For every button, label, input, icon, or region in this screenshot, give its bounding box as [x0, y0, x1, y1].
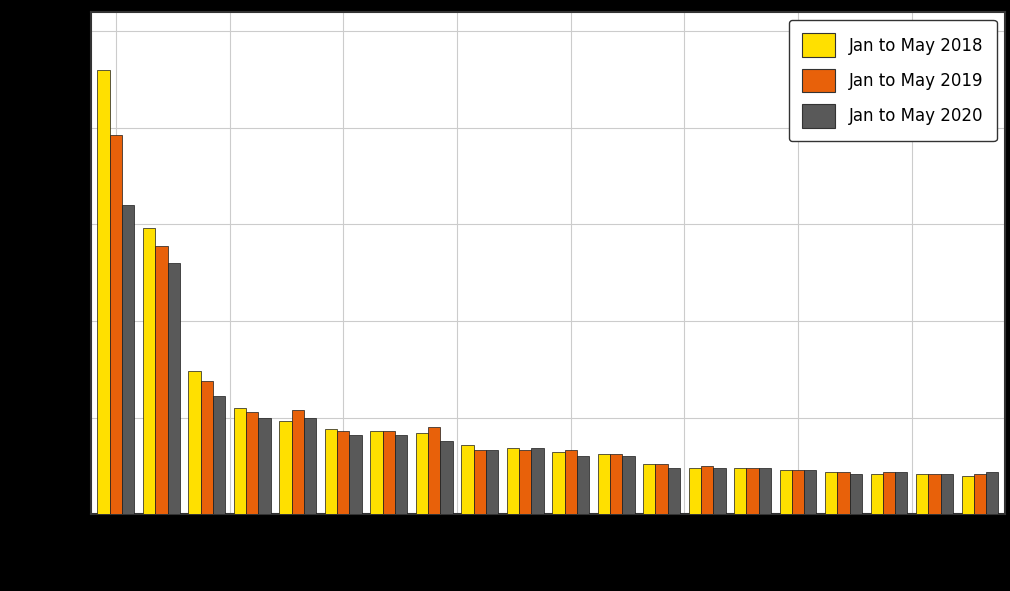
Bar [871, 473, 883, 514]
Bar [201, 381, 213, 514]
Bar [655, 464, 668, 514]
Bar [371, 431, 383, 514]
Bar [234, 408, 246, 514]
Bar [928, 473, 940, 514]
Bar [668, 468, 680, 514]
Bar [986, 472, 998, 514]
Bar [837, 472, 849, 514]
Bar [304, 418, 316, 514]
Bar [916, 473, 928, 514]
Bar [474, 450, 486, 514]
Bar [713, 468, 725, 514]
Bar [825, 472, 837, 514]
Bar [565, 450, 577, 514]
Bar [689, 468, 701, 514]
Bar [883, 472, 895, 514]
Bar [440, 441, 452, 514]
Bar [383, 431, 395, 514]
Bar [259, 418, 271, 514]
Bar [156, 246, 168, 514]
Bar [849, 473, 862, 514]
Bar [280, 421, 292, 514]
Bar [519, 450, 531, 514]
Bar [98, 70, 110, 514]
Bar [507, 449, 519, 514]
Bar [292, 410, 304, 514]
Bar [759, 468, 771, 514]
Bar [780, 470, 792, 514]
Bar [895, 472, 907, 514]
Bar [734, 468, 746, 514]
Bar [792, 470, 804, 514]
Bar [622, 456, 634, 514]
Bar [337, 431, 349, 514]
Bar [110, 135, 122, 514]
Bar [395, 435, 407, 514]
Bar [246, 412, 259, 514]
Bar [643, 464, 655, 514]
Bar [168, 263, 180, 514]
Bar [428, 427, 440, 514]
Bar [962, 476, 974, 514]
Bar [598, 454, 610, 514]
Bar [746, 468, 759, 514]
Bar [940, 473, 952, 514]
Bar [416, 433, 428, 514]
Bar [577, 456, 589, 514]
Bar [213, 397, 225, 514]
Bar [610, 454, 622, 514]
Bar [349, 435, 362, 514]
Bar [462, 444, 474, 514]
Bar [122, 205, 134, 514]
Bar [552, 452, 565, 514]
Bar [974, 473, 986, 514]
Legend: Jan to May 2018, Jan to May 2019, Jan to May 2020: Jan to May 2018, Jan to May 2019, Jan to… [789, 20, 997, 141]
Bar [531, 449, 543, 514]
Bar [325, 429, 337, 514]
Bar [189, 371, 201, 514]
Bar [143, 228, 156, 514]
Bar [701, 466, 713, 514]
Bar [804, 470, 816, 514]
Bar [486, 450, 498, 514]
